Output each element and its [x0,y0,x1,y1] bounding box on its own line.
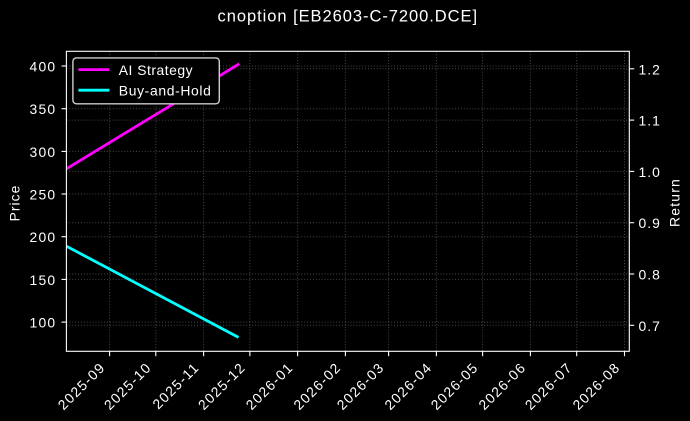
svg-text:Price: Price [7,185,23,222]
svg-text:Buy-and-Hold: Buy-and-Hold [119,82,212,98]
svg-text:1.0: 1.0 [639,164,661,180]
svg-text:150: 150 [30,272,57,288]
svg-text:1.2: 1.2 [639,61,661,77]
svg-text:100: 100 [30,315,57,331]
svg-text:200: 200 [30,229,57,245]
svg-text:0.8: 0.8 [639,267,661,283]
svg-text:300: 300 [30,144,57,160]
svg-text:0.9: 0.9 [639,215,661,231]
svg-text:AI Strategy: AI Strategy [119,62,193,78]
svg-text:Return: Return [667,178,683,227]
svg-text:1.1: 1.1 [639,113,661,129]
svg-text:400: 400 [30,59,57,75]
svg-text:250: 250 [30,187,57,203]
svg-text:cnoption [EB2603-C-7200.DCE]: cnoption [EB2603-C-7200.DCE] [218,8,478,26]
svg-text:350: 350 [30,101,57,117]
svg-text:0.7: 0.7 [639,318,661,334]
